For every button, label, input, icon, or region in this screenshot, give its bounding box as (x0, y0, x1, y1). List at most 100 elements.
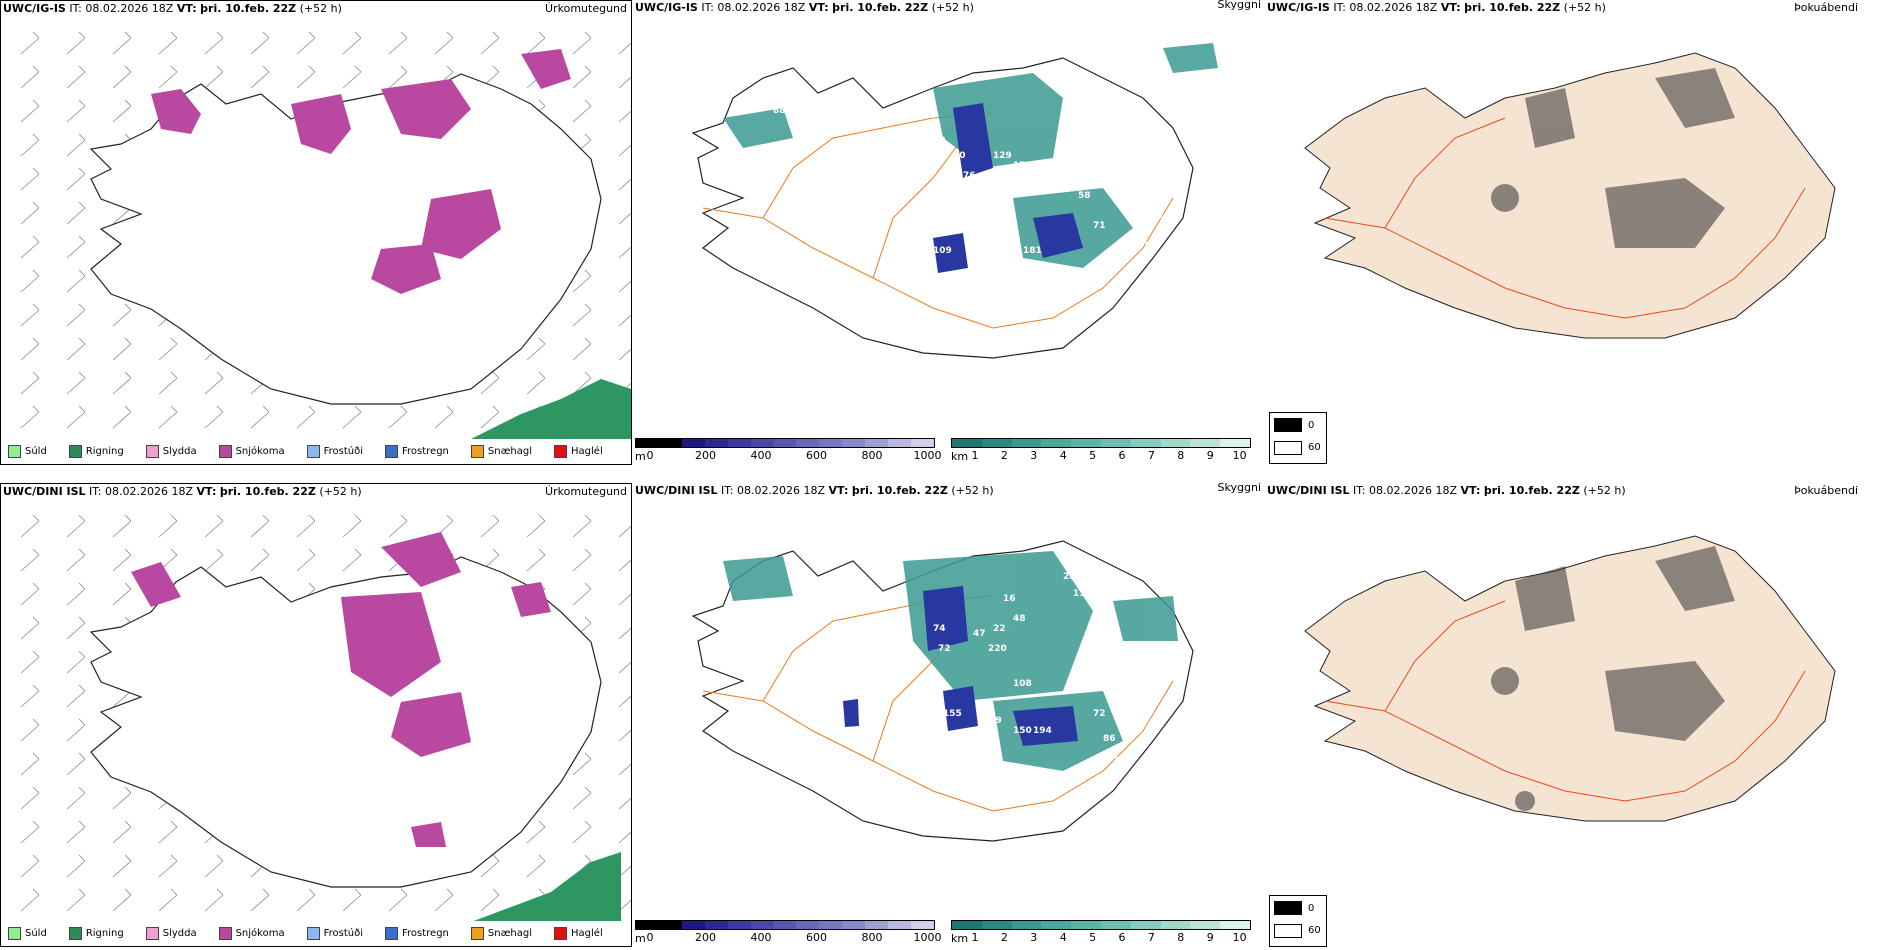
wind-barb (388, 405, 408, 429)
colorbar-tick: 3 (1030, 931, 1038, 944)
wind-barb (296, 405, 316, 429)
height-colorbar: 0 200 400 600 800 1000 m (635, 438, 942, 463)
wind-barb (480, 371, 500, 395)
roads (1324, 117, 1806, 319)
colorbar-tick: 400 (750, 931, 772, 944)
colorbar-tick: 5 (1089, 931, 1097, 944)
colorbar-tick: 4 (1059, 931, 1067, 944)
legend-swatch (68, 926, 82, 940)
iceland-outline (1304, 535, 1836, 822)
colorbar-cell (1130, 921, 1161, 929)
fog-panel-1: UWC/DINI ISL IT: 08.02.2026 18Z VT: þri.… (1265, 483, 1900, 947)
colorbar-cell (750, 921, 774, 929)
colorbar-cell (636, 921, 659, 929)
fog-tick: 60 (1308, 925, 1321, 936)
ocean-precip (471, 852, 621, 922)
colorbar-cell (1071, 921, 1101, 929)
wind-barb (296, 31, 316, 55)
wind-barb (66, 337, 86, 361)
colorbar-cell (1190, 921, 1221, 929)
legend-swatch (470, 926, 484, 940)
cloud-label: 28 (1158, 211, 1171, 221)
wind-barb (66, 752, 86, 776)
colorbar-tick: 8 (1177, 449, 1185, 462)
wind-barb (526, 371, 546, 395)
wind-barb (112, 514, 132, 538)
cloud-label: 12 (1133, 644, 1146, 654)
legend-label: Snæhagl (487, 445, 533, 457)
wind-barb (342, 65, 362, 89)
precip-panel-0: UWC/IG-IS IT: 08.02.2026 18Z VT: þri. 10… (0, 0, 632, 465)
height-unit: m (635, 932, 646, 945)
colorbar-tick: 3 (1030, 449, 1038, 462)
vis-bar (951, 920, 1251, 930)
wind-barb (20, 650, 40, 674)
cloud-label: 76 (963, 171, 976, 181)
cloud-label: 181 (1023, 246, 1042, 256)
height-ticks: 0 200 400 600 800 1000 (635, 448, 942, 462)
fog-map (1304, 52, 1836, 339)
wind-barb (112, 786, 132, 810)
wind-barb (112, 65, 132, 89)
wind-barb (388, 888, 408, 912)
colorbar-tick: 800 (861, 931, 883, 944)
legend-item: Snjókoma (218, 444, 285, 458)
wind-barb (526, 31, 546, 55)
wind-barb (20, 133, 40, 157)
legend-swatch (8, 444, 21, 458)
wind-barb (204, 65, 224, 89)
colorbar-tick: 1000 (913, 449, 942, 462)
wind-barb (618, 889, 631, 912)
wind-barb (66, 371, 86, 395)
colorbar-tick: 2 (1000, 931, 1008, 944)
colorbar-tick: 7 (1147, 449, 1155, 462)
colorbar-cell (888, 439, 912, 447)
colorbar-cell (1011, 921, 1042, 929)
wind-barb (158, 854, 178, 878)
iceland-outline (691, 57, 1194, 359)
fog-white-swatch (1274, 441, 1302, 455)
panel-title: Úrkomutegund (545, 2, 627, 15)
cloud-label: 80 (953, 151, 966, 161)
colorbar-cell (1220, 921, 1250, 929)
legend-label: Haglél (571, 445, 603, 457)
wind-barb (66, 854, 86, 878)
colorbar-tick: 10 (1232, 931, 1247, 944)
ocean-precip (471, 379, 631, 439)
cloud-label: 150 (1013, 726, 1032, 736)
cloud-label: 117 (1088, 86, 1107, 96)
wind-barb (434, 405, 454, 429)
wind-barb (158, 371, 178, 395)
cloud-label: 58 (1078, 191, 1091, 201)
wind-barb (618, 515, 631, 538)
wind-barb (480, 405, 500, 429)
wind-barb (112, 99, 132, 123)
legend-item: Snæhagl (470, 926, 532, 940)
wind-barb (66, 888, 86, 912)
wind-barb (526, 548, 546, 572)
wind-barb (20, 235, 40, 259)
cloud-label: 47 (973, 629, 986, 639)
wind-barb (572, 65, 592, 89)
wind-barb (204, 854, 224, 878)
wind-barb (480, 514, 500, 538)
wind-barb (572, 31, 592, 55)
wind-barb (572, 548, 592, 572)
wind-barb (20, 371, 40, 395)
wind-barb (66, 133, 86, 157)
snow-areas (131, 532, 551, 847)
colorbar-tick: 800 (861, 449, 883, 462)
colorbar-tick: 6 (1118, 931, 1126, 944)
wind-barb (158, 65, 178, 89)
height-bar (635, 438, 935, 448)
colorbar-cell (1041, 921, 1072, 929)
colorbar-cell (636, 439, 659, 447)
wind-barb (204, 514, 224, 538)
cloud-blue (843, 586, 1078, 746)
wind-barb (66, 650, 86, 674)
wind-barb (158, 337, 178, 361)
wind-barb (526, 820, 546, 844)
colorbar-cell (1041, 439, 1072, 447)
colorbar-cell (952, 439, 982, 447)
